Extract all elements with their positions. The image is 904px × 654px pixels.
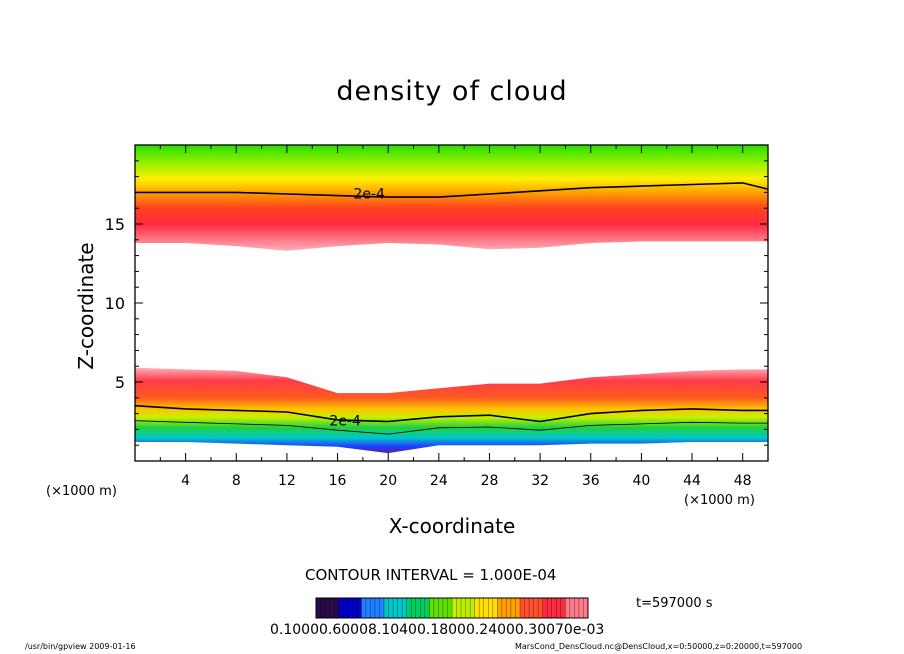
colorbar-segment bbox=[542, 598, 548, 618]
x-unit-right: (×1000 m) bbox=[684, 493, 755, 508]
x-tick-label: 36 bbox=[582, 473, 600, 489]
colorbar-segment bbox=[578, 598, 584, 618]
colorbar-segment bbox=[574, 598, 580, 618]
colorbar-segment bbox=[456, 598, 462, 618]
colorbar-segment bbox=[338, 598, 344, 618]
colorbar-segment bbox=[488, 598, 494, 618]
x-axis-label: X-coordinate bbox=[388, 514, 516, 538]
y-tick-label: 10 bbox=[105, 294, 125, 313]
colorbar-segment bbox=[583, 598, 589, 618]
footer-left: /usr/bin/gpview 2009-01-16 bbox=[25, 642, 136, 651]
colorbar-segment bbox=[515, 598, 521, 618]
contour-label-upper: 2e-4 bbox=[353, 187, 385, 203]
x-tick-label: 32 bbox=[531, 473, 549, 489]
colorbar-segment bbox=[347, 598, 353, 618]
colorbar-segment bbox=[479, 598, 485, 618]
colorbar-segment bbox=[483, 598, 489, 618]
contour-label-lower: 2e-4 bbox=[329, 413, 361, 429]
x-unit-left: (×1000 m) bbox=[46, 484, 117, 499]
colorbar-segment bbox=[492, 598, 498, 618]
colorbar-segment bbox=[397, 598, 403, 618]
colorbar-segment bbox=[411, 598, 417, 618]
colorbar-segment bbox=[510, 598, 516, 618]
colorbar-segment bbox=[497, 598, 503, 618]
colorbar-tick-labels: 0.10000.60008.10400.18000.24000.30070e-0… bbox=[270, 622, 605, 638]
colorbar-segment bbox=[529, 598, 535, 618]
time-label: t=597000 s bbox=[636, 596, 713, 611]
colorbar-segment bbox=[565, 598, 571, 618]
colorbar-segment bbox=[538, 598, 544, 618]
x-tick-label: 28 bbox=[481, 473, 499, 489]
x-tick-label: 24 bbox=[430, 473, 448, 489]
colorbar-segment bbox=[465, 598, 471, 618]
colorbar-segment bbox=[361, 598, 367, 618]
colorbar-segment bbox=[524, 598, 530, 618]
colorbar-segment bbox=[325, 598, 331, 618]
contour-line-upper bbox=[135, 182, 769, 198]
colorbar-segment bbox=[560, 598, 566, 618]
colorbar-segment bbox=[329, 598, 335, 618]
x-tick-label: 48 bbox=[734, 473, 752, 489]
colorbar-segment bbox=[452, 598, 458, 618]
colorbar-segment bbox=[533, 598, 539, 618]
colorbar-segment bbox=[461, 598, 467, 618]
colorbar-segment bbox=[393, 598, 399, 618]
upper-cloud-layer bbox=[135, 145, 768, 251]
colorbar-segment bbox=[374, 598, 380, 618]
colorbar-segment bbox=[438, 598, 444, 618]
contour-line-lower-inner bbox=[134, 420, 768, 435]
colorbar-segment bbox=[406, 598, 412, 618]
colorbar-segment bbox=[551, 598, 557, 618]
colorbar-segment bbox=[474, 598, 480, 618]
colorbar-segment bbox=[442, 598, 448, 618]
colorbar-segment bbox=[520, 598, 526, 618]
colorbar-segment bbox=[402, 598, 408, 618]
colorbar-segment bbox=[379, 598, 385, 618]
colorbar-segment bbox=[420, 598, 426, 618]
x-tick-label: 4 bbox=[181, 473, 190, 489]
colorbar-segment bbox=[447, 598, 453, 618]
colorbar-frame bbox=[315, 597, 589, 619]
contour-interval-label: CONTOUR INTERVAL = 1.000E-04 bbox=[305, 566, 557, 584]
colorbar-segment bbox=[343, 598, 349, 618]
colorbar-segment bbox=[506, 598, 512, 618]
colorbar-segment bbox=[352, 598, 358, 618]
colorbar-segment bbox=[501, 598, 507, 618]
colorbar-segment bbox=[470, 598, 476, 618]
y-tick-label: 5 bbox=[115, 373, 125, 392]
colorbar-segment bbox=[429, 598, 435, 618]
colorbar-segment bbox=[320, 598, 326, 618]
colorbar-segment bbox=[569, 598, 575, 618]
colorbar-segment bbox=[388, 598, 394, 618]
colorbar-segment bbox=[424, 598, 430, 618]
colorbar-segment bbox=[365, 598, 371, 618]
x-tick-label: 16 bbox=[329, 473, 347, 489]
x-tick-label: 44 bbox=[683, 473, 701, 489]
colorbar-segment bbox=[370, 598, 376, 618]
y-tick-label: 15 bbox=[105, 215, 125, 234]
colorbar-segment bbox=[334, 598, 340, 618]
x-tick-label: 20 bbox=[379, 473, 397, 489]
colorbar-segment bbox=[547, 598, 553, 618]
x-tick-label: 12 bbox=[278, 473, 296, 489]
lower-cloud-layer bbox=[135, 367, 768, 454]
colorbar-segment bbox=[384, 598, 390, 618]
colorbar-segment bbox=[316, 598, 322, 618]
x-tick-label: 8 bbox=[232, 473, 241, 489]
colorbar-segment bbox=[433, 598, 439, 618]
x-tick-label: 40 bbox=[632, 473, 650, 489]
colorbar-segment bbox=[356, 598, 362, 618]
footer-right: MarsCond_DensCloud.nc@DensCloud,x=0:5000… bbox=[515, 642, 803, 651]
contour-line-lower bbox=[134, 404, 768, 423]
colorbar-segment bbox=[415, 598, 421, 618]
chart-title: density of cloud bbox=[336, 76, 568, 107]
colorbar-segment bbox=[556, 598, 562, 618]
